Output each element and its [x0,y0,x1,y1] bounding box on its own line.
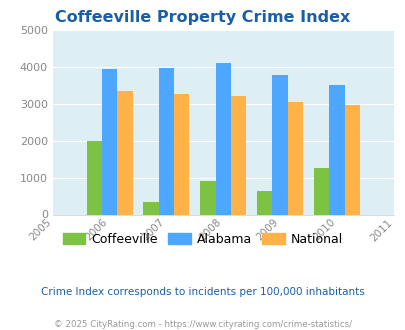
Bar [256,191,272,214]
Bar [158,68,174,214]
Text: © 2025 CityRating.com - https://www.cityrating.com/crime-statistics/: © 2025 CityRating.com - https://www.city… [54,320,351,329]
Text: Coffeeville Property Crime Index: Coffeeville Property Crime Index [55,10,350,25]
Bar [117,91,132,214]
Bar [328,85,344,214]
Bar [174,94,189,214]
Bar [102,69,117,214]
Bar [313,168,328,214]
Bar [143,202,158,214]
Bar [287,102,303,214]
Bar [344,106,359,214]
Bar [86,141,102,214]
Legend: Coffeeville, Alabama, National: Coffeeville, Alabama, National [58,228,347,251]
Bar [230,96,246,214]
Text: Crime Index corresponds to incidents per 100,000 inhabitants: Crime Index corresponds to incidents per… [41,287,364,297]
Bar [215,63,230,214]
Bar [200,181,215,214]
Bar [272,75,287,214]
